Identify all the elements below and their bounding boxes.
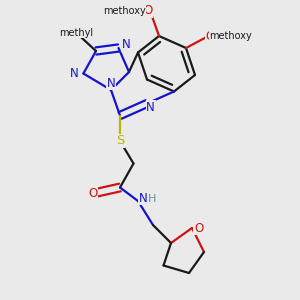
Text: H: H xyxy=(148,194,157,204)
Text: N: N xyxy=(146,100,155,114)
Text: O: O xyxy=(88,187,98,200)
Text: O: O xyxy=(143,4,152,17)
Text: methoxy: methoxy xyxy=(103,5,146,16)
Text: methyl: methyl xyxy=(59,28,94,38)
Text: S: S xyxy=(116,134,124,148)
Text: methoxy: methoxy xyxy=(210,31,252,41)
Text: N: N xyxy=(139,191,148,205)
Text: O: O xyxy=(194,221,203,235)
Text: N: N xyxy=(122,38,130,52)
Text: O: O xyxy=(206,29,214,43)
Text: N: N xyxy=(69,67,78,80)
Text: N: N xyxy=(106,77,116,90)
